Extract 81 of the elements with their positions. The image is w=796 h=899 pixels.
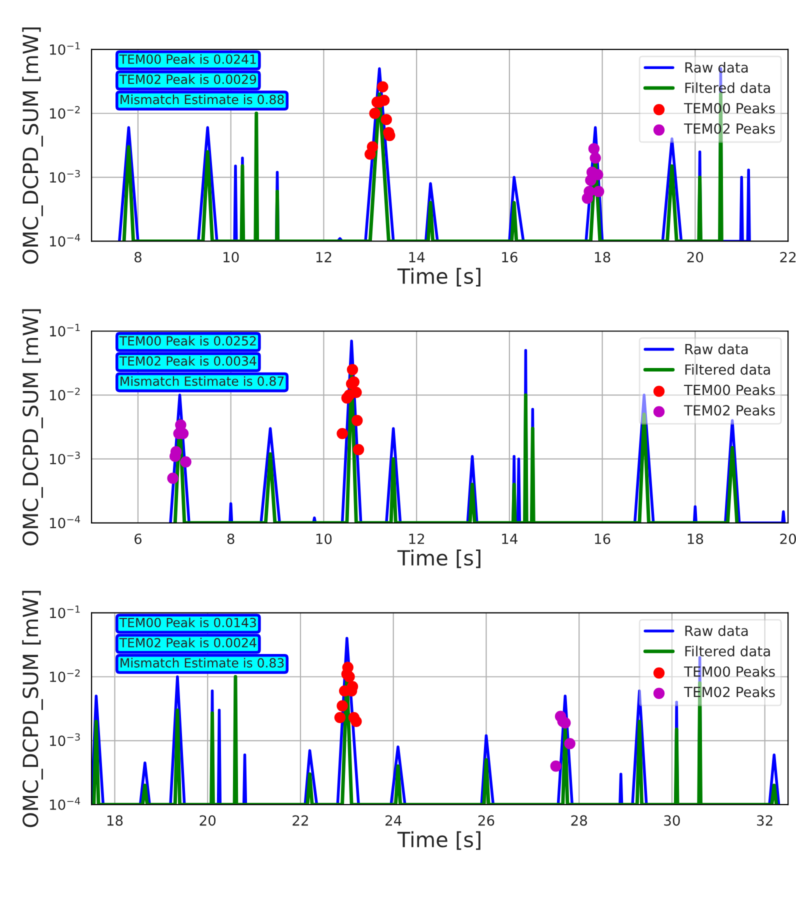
point [352,414,363,426]
annotation: TEM00 Peak is 0.0252 [119,336,256,346]
y-tick-label: 10$^{−1}$ [50,324,80,337]
point [590,152,601,164]
point [560,717,571,728]
annotation: Mismatch Estimate is 0.83 [120,658,284,668]
x-tick-label: 22 [780,252,796,262]
y-tick-label: 10$^{−3}$ [50,733,80,746]
y-tick-label: 10$^{−1}$ [50,42,80,55]
y-axis-title: OMC_DCPD_SUM [mW] [22,28,43,264]
x-axis-title: Time [s] [397,268,480,286]
x-tick-label: 10 [224,252,239,262]
x-tick-label: 18 [688,534,704,544]
x-tick-label: 26 [478,815,494,826]
point [348,376,360,388]
x-tick-label: 24 [386,815,402,826]
x-tick-label: 16 [502,252,518,262]
x-tick-label: 14 [502,534,518,544]
y-axis-title: OMC_DCPD_SUM [mW] [22,590,43,828]
point [366,141,378,152]
x-tick-label: 8 [134,252,142,262]
y-axis-title: OMC_DCPD_SUM [mW] [22,309,43,546]
legend-label: TEM00 Peaks [684,384,775,396]
point [588,143,600,154]
y-tick-label: 10$^{−3}$ [50,452,80,464]
x-tick-label: 28 [571,815,587,826]
legend-label: Raw data [685,62,748,73]
x-tick-label: 14 [409,252,425,262]
x-tick-label: 32 [757,815,772,826]
point [350,716,362,728]
x-tick-label: 22 [292,815,308,826]
y-tick-label: 10$^{−1}$ [50,606,80,618]
y-tick-label: 10$^{−4}$ [50,797,80,810]
legend-label: Filtered data [685,364,770,375]
x-tick-label: 18 [594,252,610,262]
y-tick-label: 10$^{−2}$ [50,388,80,400]
x-tick-label: 12 [409,534,424,544]
point [564,738,576,750]
x-axis-title: Time [s] [397,831,480,850]
x-tick-label: 30 [664,815,680,826]
legend-label: Filtered data [685,646,770,656]
x-axis-title: Time [s] [397,550,480,568]
point [550,760,562,772]
point [167,472,178,484]
y-tick-label: 10$^{−4}$ [50,234,80,247]
legend-label: Raw data [685,344,748,354]
point [336,700,348,712]
annotation: Mismatch Estimate is 0.87 [120,376,284,386]
y-tick-label: 10$^{−3}$ [50,170,80,183]
point [334,712,346,724]
x-tick-label: 20 [200,815,216,826]
annotation: Mismatch Estimate is 0.88 [120,94,284,104]
x-tick-label: 12 [316,252,332,262]
point [336,428,348,440]
x-tick-label: 16 [594,534,610,544]
y-tick-label: 10$^{−4}$ [50,516,80,528]
legend-label: TEM02 Peaks [684,404,775,416]
x-tick-label: 20 [687,252,704,262]
annotation: TEM02 Peak is 0.0034 [119,356,256,366]
point [584,186,595,198]
y-tick-label: 10$^{−2}$ [50,106,80,119]
annotation: TEM02 Peak is 0.0024 [119,638,256,648]
point [592,186,604,198]
point [380,114,392,126]
point [352,444,364,456]
point [346,364,358,376]
x-tick-label: 8 [227,534,234,544]
y-tick-label: 10$^{−2}$ [50,669,80,682]
x-tick-label: 18 [107,815,123,826]
point [369,108,380,119]
annotation: TEM02 Peak is 0.0029 [119,74,256,84]
point [350,386,362,398]
point [344,671,355,682]
x-tick-label: 10 [316,534,332,544]
legend-label: Raw data [685,625,748,636]
x-tick-label: 6 [134,534,142,544]
annotation: TEM00 Peak is 0.0143 [119,618,256,628]
x-tick-label: 20 [780,534,796,544]
point [180,456,192,468]
point [377,81,388,92]
annotation: TEM00 Peak is 0.0241 [119,54,256,64]
